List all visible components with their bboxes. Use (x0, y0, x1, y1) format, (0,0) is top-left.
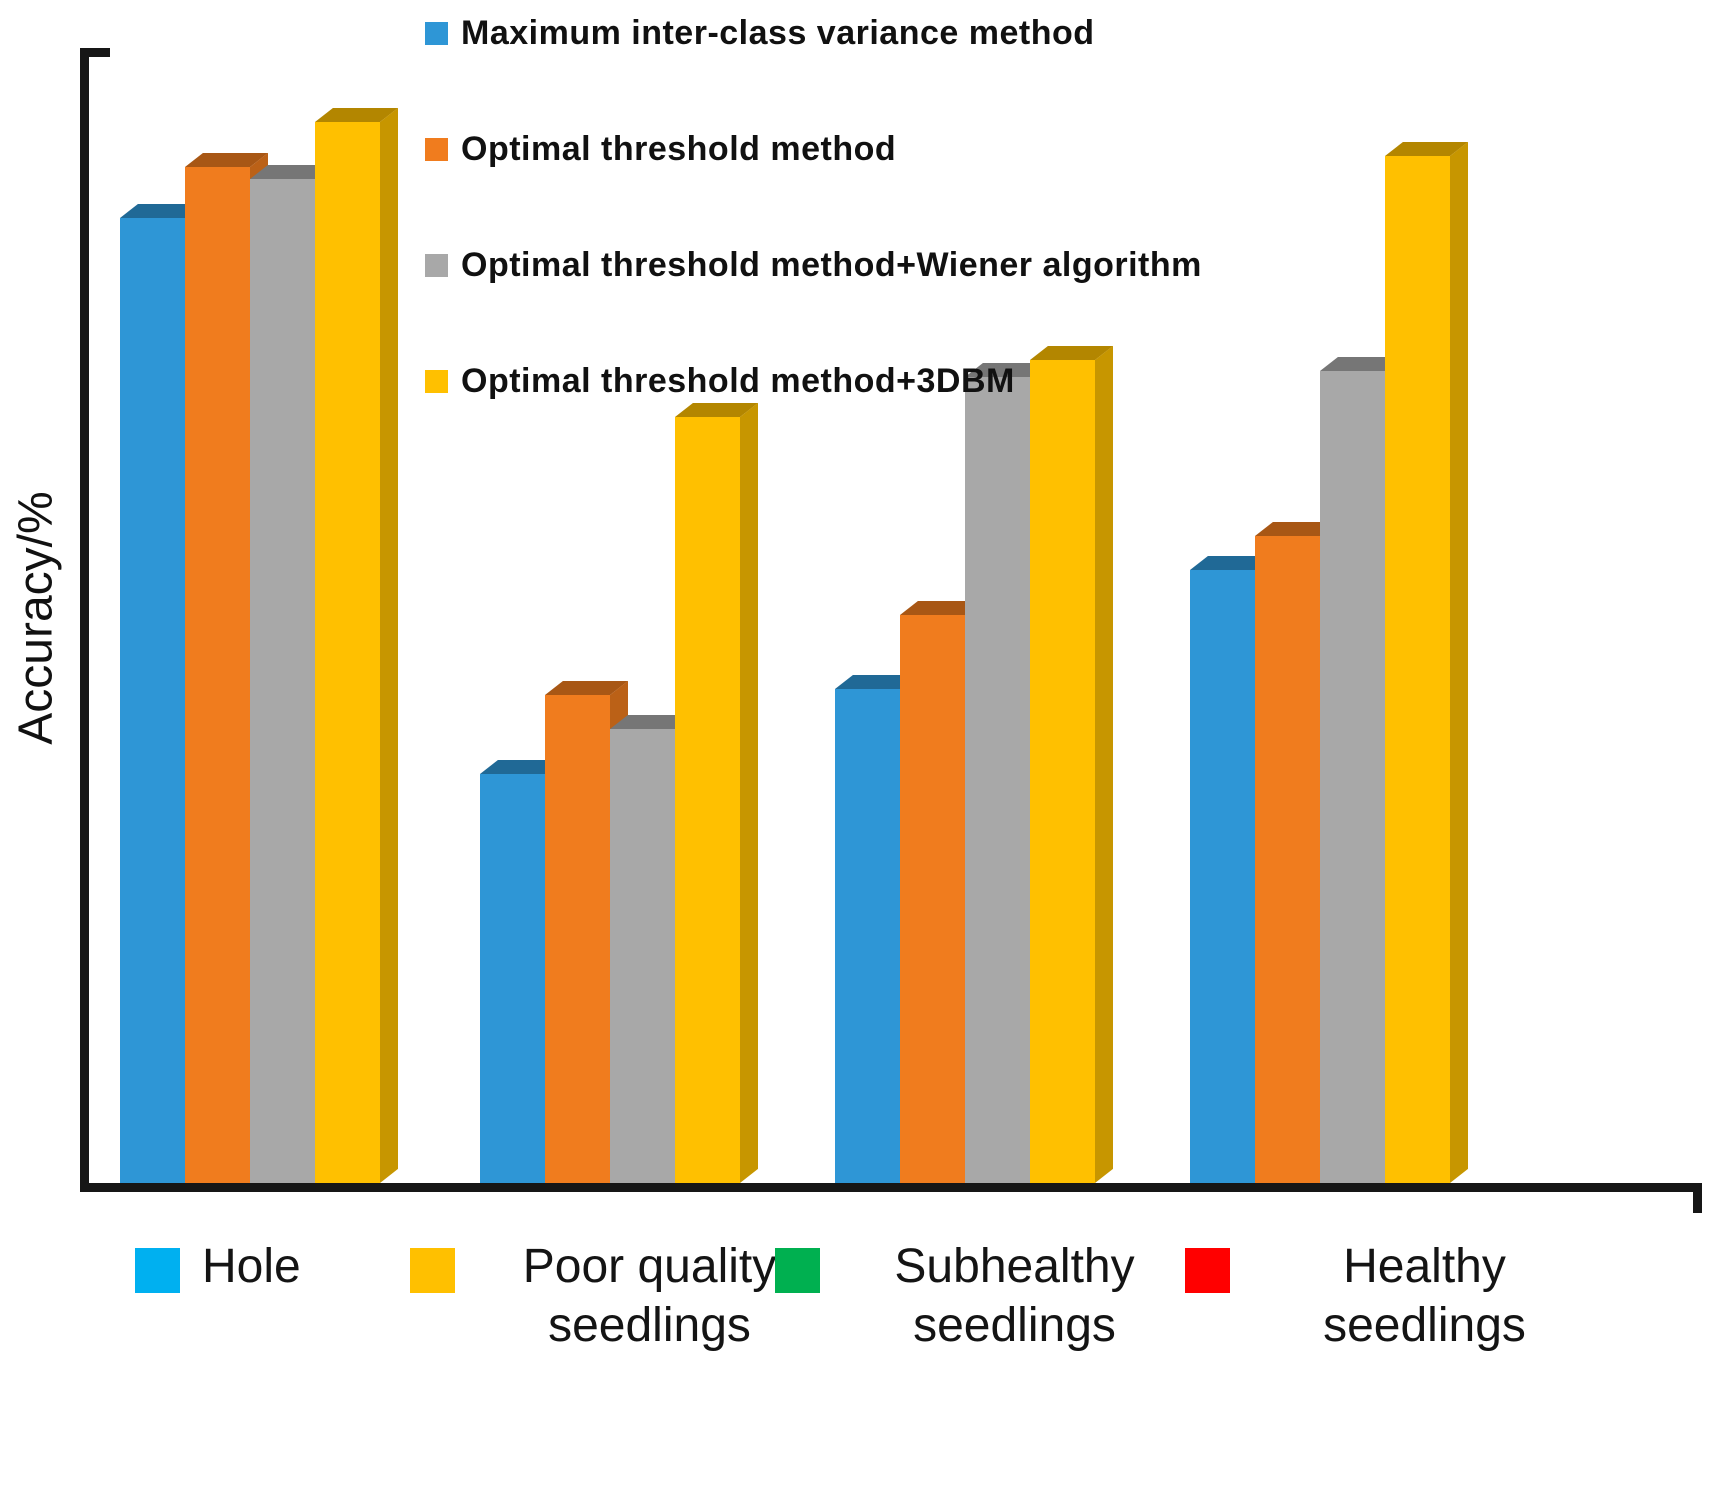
category-legend-swatch (135, 1248, 180, 1293)
category-legend-item: Healthy seedlings (1185, 1238, 1597, 1355)
bar (1190, 555, 1273, 1183)
category-legend-label: Healthy seedlings (1323, 1240, 1526, 1352)
category-legend-label: Poor quality seedlings (522, 1240, 777, 1352)
bar (185, 152, 268, 1183)
bar-side-face (1095, 345, 1113, 1183)
series-legend-label: Maximum inter-class variance method (461, 14, 1095, 52)
category-legend-label: Hole (202, 1240, 301, 1293)
category-legend-swatch (410, 1248, 455, 1293)
bar-side-face (380, 107, 398, 1183)
x-axis-end-tick (1693, 1183, 1702, 1213)
bar (610, 714, 693, 1183)
bar (1320, 356, 1403, 1183)
series-legend-swatch (425, 254, 448, 277)
plot-area (89, 48, 1700, 1183)
series-legend-item: Optimal threshold method+Wiener algorith… (425, 246, 1202, 285)
category-legend-item: Subhealthy seedlings (775, 1238, 1187, 1355)
series-legend-swatch (425, 22, 448, 45)
bar (1385, 141, 1468, 1183)
bar (1030, 345, 1113, 1183)
bar (900, 600, 983, 1183)
series-legend-swatch (425, 370, 448, 393)
category-legend-item: Poor quality seedlings (410, 1238, 822, 1355)
bar-group (120, 107, 398, 1183)
bar (835, 674, 918, 1183)
series-legend-item: Optimal threshold method (425, 130, 1202, 169)
y-axis-label: Accuracy/% (9, 491, 63, 745)
bar (250, 164, 333, 1183)
bar-group (480, 402, 758, 1183)
series-legend: Maximum inter-class variance method Optim… (425, 14, 1202, 401)
bar (965, 362, 1048, 1183)
bar-side-face (740, 402, 758, 1183)
category-legend-swatch (775, 1248, 820, 1293)
x-axis-line (80, 1183, 1702, 1192)
series-legend-label: Optimal threshold method+Wiener algorith… (461, 246, 1202, 284)
series-legend-label: Optimal threshold method+3DBM (461, 362, 1015, 400)
bar-side-face (1450, 141, 1468, 1183)
y-axis-line (80, 48, 89, 1191)
series-legend-label: Optimal threshold method (461, 130, 897, 168)
bar (315, 107, 398, 1183)
y-axis-top-tick (80, 48, 110, 57)
category-legend-swatch (1185, 1248, 1230, 1293)
bar (675, 402, 758, 1183)
bar-group (1190, 141, 1468, 1183)
category-legend: Hole Poor quality seedlings Subhealthy see… (0, 1238, 1719, 1478)
bar (545, 680, 628, 1183)
category-legend-item: Hole (135, 1238, 301, 1297)
series-legend-swatch (425, 138, 448, 161)
bar (480, 759, 563, 1183)
bar-group (835, 345, 1113, 1183)
series-legend-item: Maximum inter-class variance method (425, 14, 1202, 53)
series-legend-item: Optimal threshold method+3DBM (425, 362, 1202, 401)
category-legend-label: Subhealthy seedlings (894, 1240, 1135, 1352)
bar (1255, 521, 1338, 1183)
bar (120, 203, 203, 1183)
